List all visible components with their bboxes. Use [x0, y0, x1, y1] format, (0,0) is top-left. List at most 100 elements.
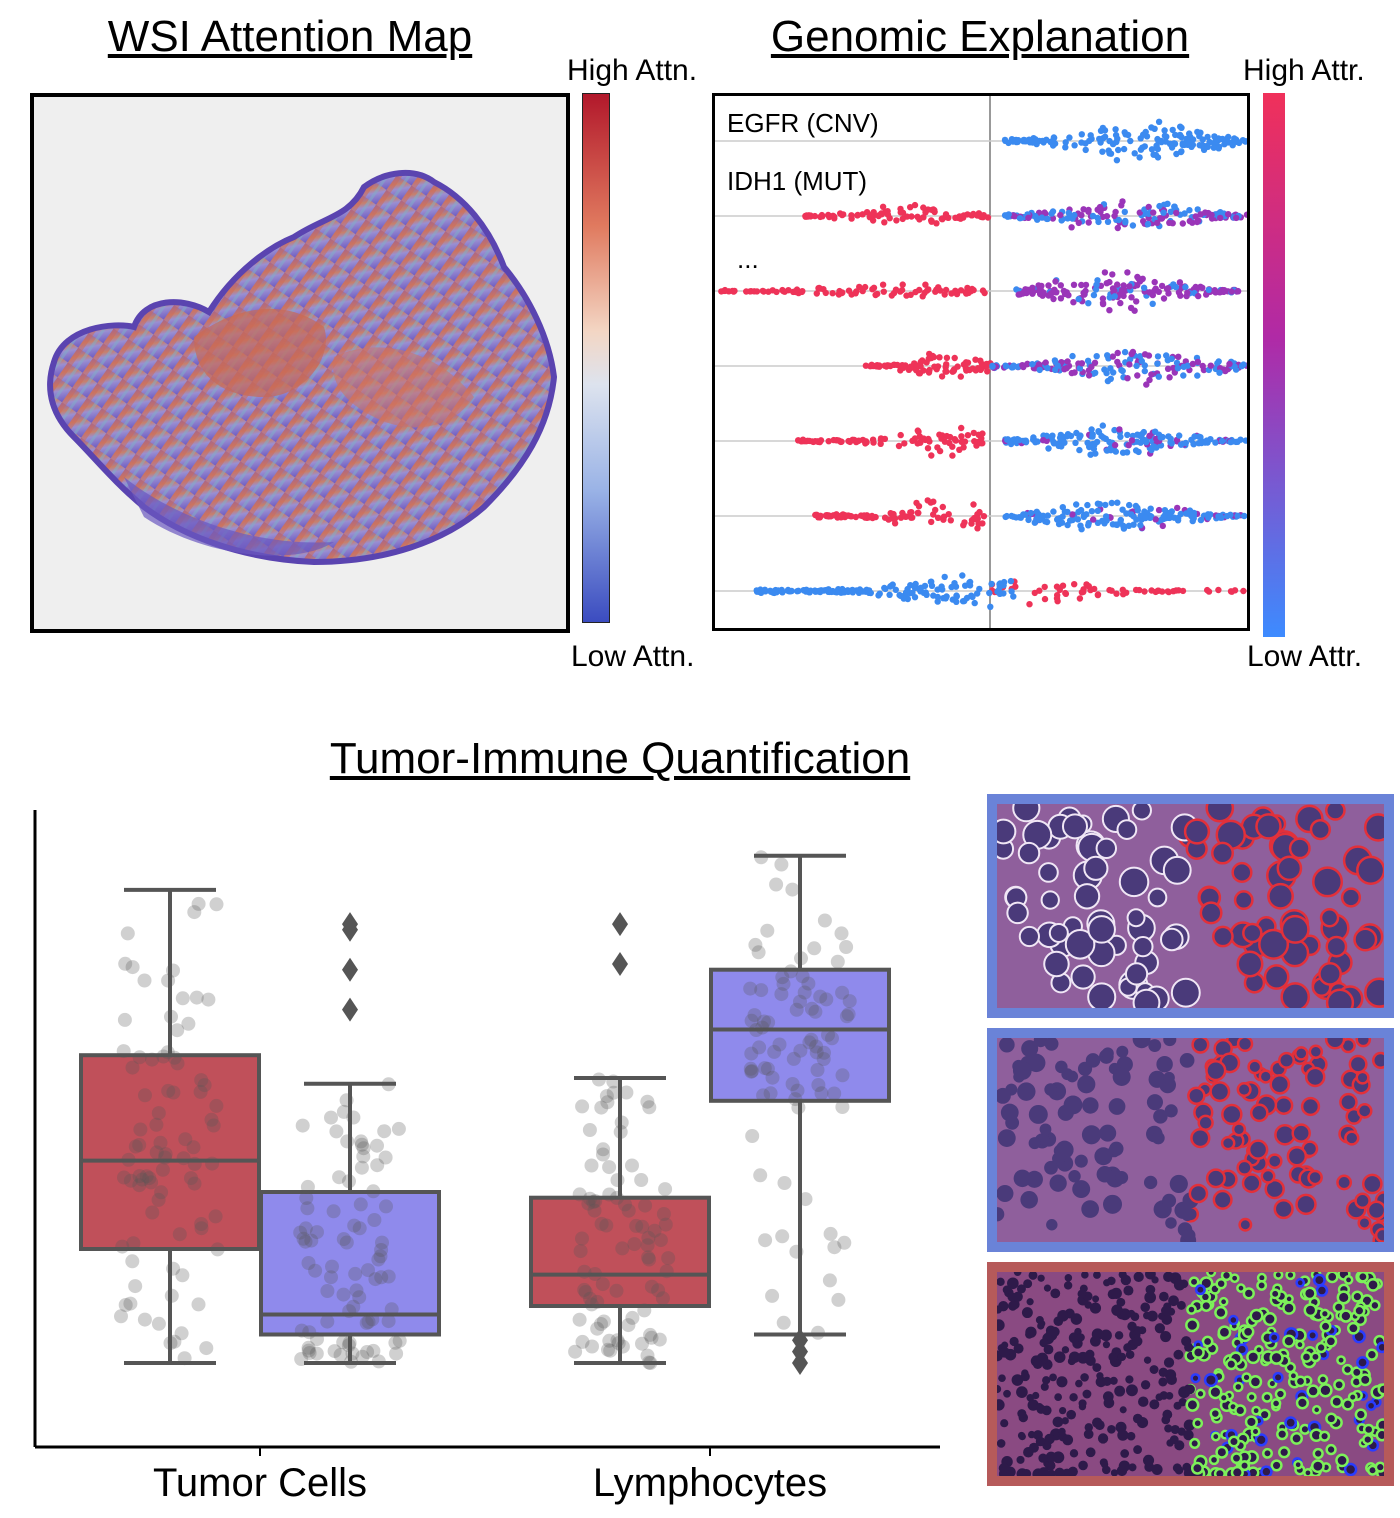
segmented-nucleus: [1274, 1095, 1294, 1115]
segmented-nucleus: [1231, 861, 1253, 884]
beeswarm-point: [989, 363, 996, 370]
beeswarm-point: [1121, 129, 1128, 136]
nucleus: [1092, 1363, 1102, 1372]
segmented-nucleus: [1221, 1103, 1243, 1126]
beeswarm-point: [1061, 439, 1068, 446]
beeswarm-point: [1127, 356, 1134, 363]
segmented-nucleus: [1225, 1358, 1238, 1371]
nucleus: [1055, 1060, 1068, 1074]
segmented-nucleus: [1315, 1341, 1327, 1354]
box-point: [174, 1326, 189, 1341]
nucleus: [1143, 1175, 1158, 1190]
nucleus: [1035, 1403, 1044, 1411]
beeswarm-point: [1045, 445, 1052, 452]
beeswarm-point: [1025, 516, 1032, 524]
box-point: [320, 1314, 335, 1329]
box-point: [606, 1074, 621, 1089]
nucleus: [999, 1038, 1015, 1053]
nucleus: [1127, 1309, 1136, 1318]
nucleus: [1128, 1463, 1137, 1472]
nucleus: [997, 1305, 1003, 1314]
beeswarm-point: [1112, 126, 1119, 133]
beeswarm-point: [1214, 360, 1221, 367]
box-point: [132, 1178, 147, 1193]
beeswarm-point: [856, 283, 863, 291]
box-point: [751, 945, 766, 960]
beeswarm-point: [1128, 437, 1136, 444]
beeswarm-point: [897, 205, 904, 213]
beeswarm-point: [841, 589, 848, 596]
beeswarm-point: [893, 217, 900, 224]
beeswarm-point: [1232, 438, 1240, 446]
nucleus: [1109, 1141, 1124, 1156]
segmented-nucleus: [1269, 1073, 1291, 1095]
segmented-nucleus: [1215, 1277, 1227, 1290]
beeswarm-point: [903, 292, 910, 299]
segmented-nucleus: [1194, 1284, 1206, 1296]
beeswarm-point: [1078, 281, 1085, 289]
box-point: [757, 1061, 772, 1076]
nucleus: [1013, 1169, 1032, 1188]
box-point: [175, 991, 190, 1006]
box-point: [388, 1335, 403, 1350]
beeswarm-point: [1085, 367, 1093, 374]
box-point: [374, 1243, 389, 1257]
beeswarm-point: [1169, 126, 1176, 134]
beeswarm-point: [853, 288, 860, 295]
box-point: [166, 963, 180, 978]
nucleus: [1023, 1279, 1033, 1289]
box-point: [170, 1023, 185, 1038]
beeswarm-point: [1194, 372, 1201, 379]
beeswarm-point: [1221, 367, 1229, 375]
box-point: [842, 994, 857, 1009]
nucleus: [1006, 901, 1029, 925]
beeswarm-point: [1089, 212, 1097, 220]
beeswarm-point: [1177, 510, 1184, 518]
box-point: [300, 1201, 315, 1216]
beeswarm-point: [1134, 431, 1141, 438]
box-point: [298, 1234, 313, 1249]
genomic-title: Genomic Explanation: [770, 12, 1190, 61]
beeswarm-point: [1013, 286, 1020, 293]
box-point: [573, 1244, 588, 1259]
beeswarm-point: [942, 595, 949, 602]
box-point: [191, 896, 206, 911]
segmented-nucleus: [1319, 1320, 1332, 1333]
box-point: [575, 1099, 590, 1114]
beeswarm-point: [1114, 281, 1121, 288]
box-point: [377, 1124, 392, 1139]
box-point: [614, 1115, 629, 1130]
segmented-nucleus: [1195, 1388, 1206, 1399]
segmented-nucleus: [1354, 1408, 1368, 1421]
box-point: [121, 1152, 136, 1167]
beeswarm-point: [1184, 289, 1191, 296]
beeswarm-point: [975, 520, 982, 527]
box-point: [381, 1077, 396, 1092]
nucleus: [1012, 804, 1041, 823]
beeswarm-point: [1234, 287, 1242, 295]
beeswarm-point: [1223, 139, 1230, 146]
segmented-nucleus: [1190, 1461, 1204, 1475]
histology-image: [997, 1272, 1384, 1476]
beeswarm-point: [806, 589, 813, 596]
beeswarm-point: [1075, 295, 1082, 303]
segmented-nucleus: [1325, 804, 1346, 821]
segmented-nucleus: [1186, 1304, 1197, 1315]
beeswarm-point: [880, 288, 887, 295]
box-point: [325, 1259, 339, 1274]
nucleus: [998, 1374, 1006, 1382]
box-point: [186, 1140, 201, 1155]
box-point: [336, 1287, 351, 1302]
box-point: [785, 882, 800, 897]
beeswarm-point: [1000, 582, 1007, 589]
nucleus: [1132, 1336, 1143, 1347]
nucleus: [997, 1439, 1006, 1448]
beeswarm-point: [1154, 219, 1161, 227]
segmented-nucleus: [1347, 1392, 1358, 1403]
box-point: [793, 994, 807, 1009]
nucleus: [1131, 804, 1152, 821]
beeswarm-point: [1205, 286, 1212, 294]
nucleus: [1035, 1316, 1044, 1325]
beeswarm-point: [788, 587, 795, 595]
box-point: [154, 1185, 169, 1200]
